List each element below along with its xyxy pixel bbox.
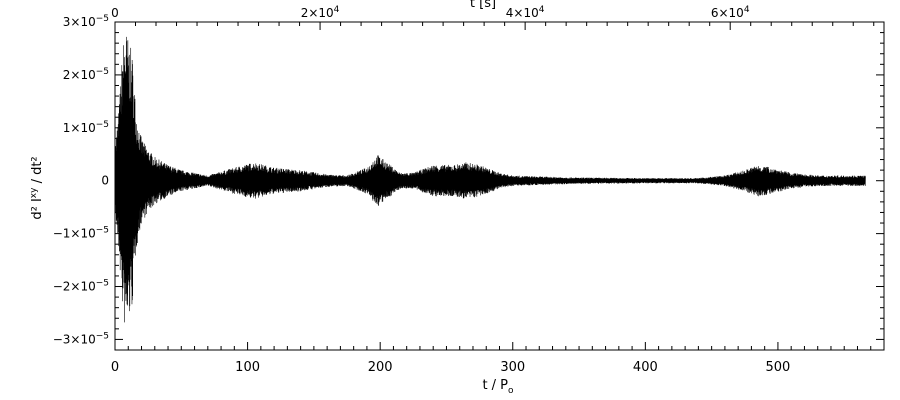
top-tick-label: 6×104 — [711, 5, 750, 20]
signal-series — [114, 36, 866, 323]
top-tick-label: 4×104 — [506, 5, 545, 20]
y-tick-label: 0 — [101, 174, 109, 188]
signal-line — [114, 36, 866, 323]
y-tick-label: −2×10−5 — [53, 279, 109, 294]
x-tick-label: 300 — [500, 360, 525, 375]
y-tick-label: 3×10−5 — [63, 14, 109, 29]
top-axis-title: t [s] — [470, 0, 496, 11]
x-tick-label: 400 — [633, 360, 658, 375]
x-tick-label: 200 — [368, 360, 393, 375]
top-tick-label: 0 — [111, 6, 119, 20]
x-tick-label: 100 — [235, 360, 260, 375]
axis-tick-labels: 0 100 200 300 400 500 0 2×104 4×104 6×104 3×10−5 2×… — [53, 5, 791, 375]
x-tick-label: 0 — [111, 360, 119, 375]
x-axis-title: t / Po — [482, 378, 514, 396]
y-tick-label: 2×10−5 — [63, 67, 109, 82]
x-tick-label: 500 — [766, 360, 791, 375]
top-tick-label: 2×104 — [301, 5, 340, 20]
y-tick-label: −1×10−5 — [53, 226, 109, 241]
y-tick-label: −3×10−5 — [53, 331, 109, 346]
y-tick-label: 1×10−5 — [63, 120, 109, 135]
axis-ticks — [114, 21, 885, 351]
y-axis-title: d² Ixy / dt² — [29, 156, 45, 219]
